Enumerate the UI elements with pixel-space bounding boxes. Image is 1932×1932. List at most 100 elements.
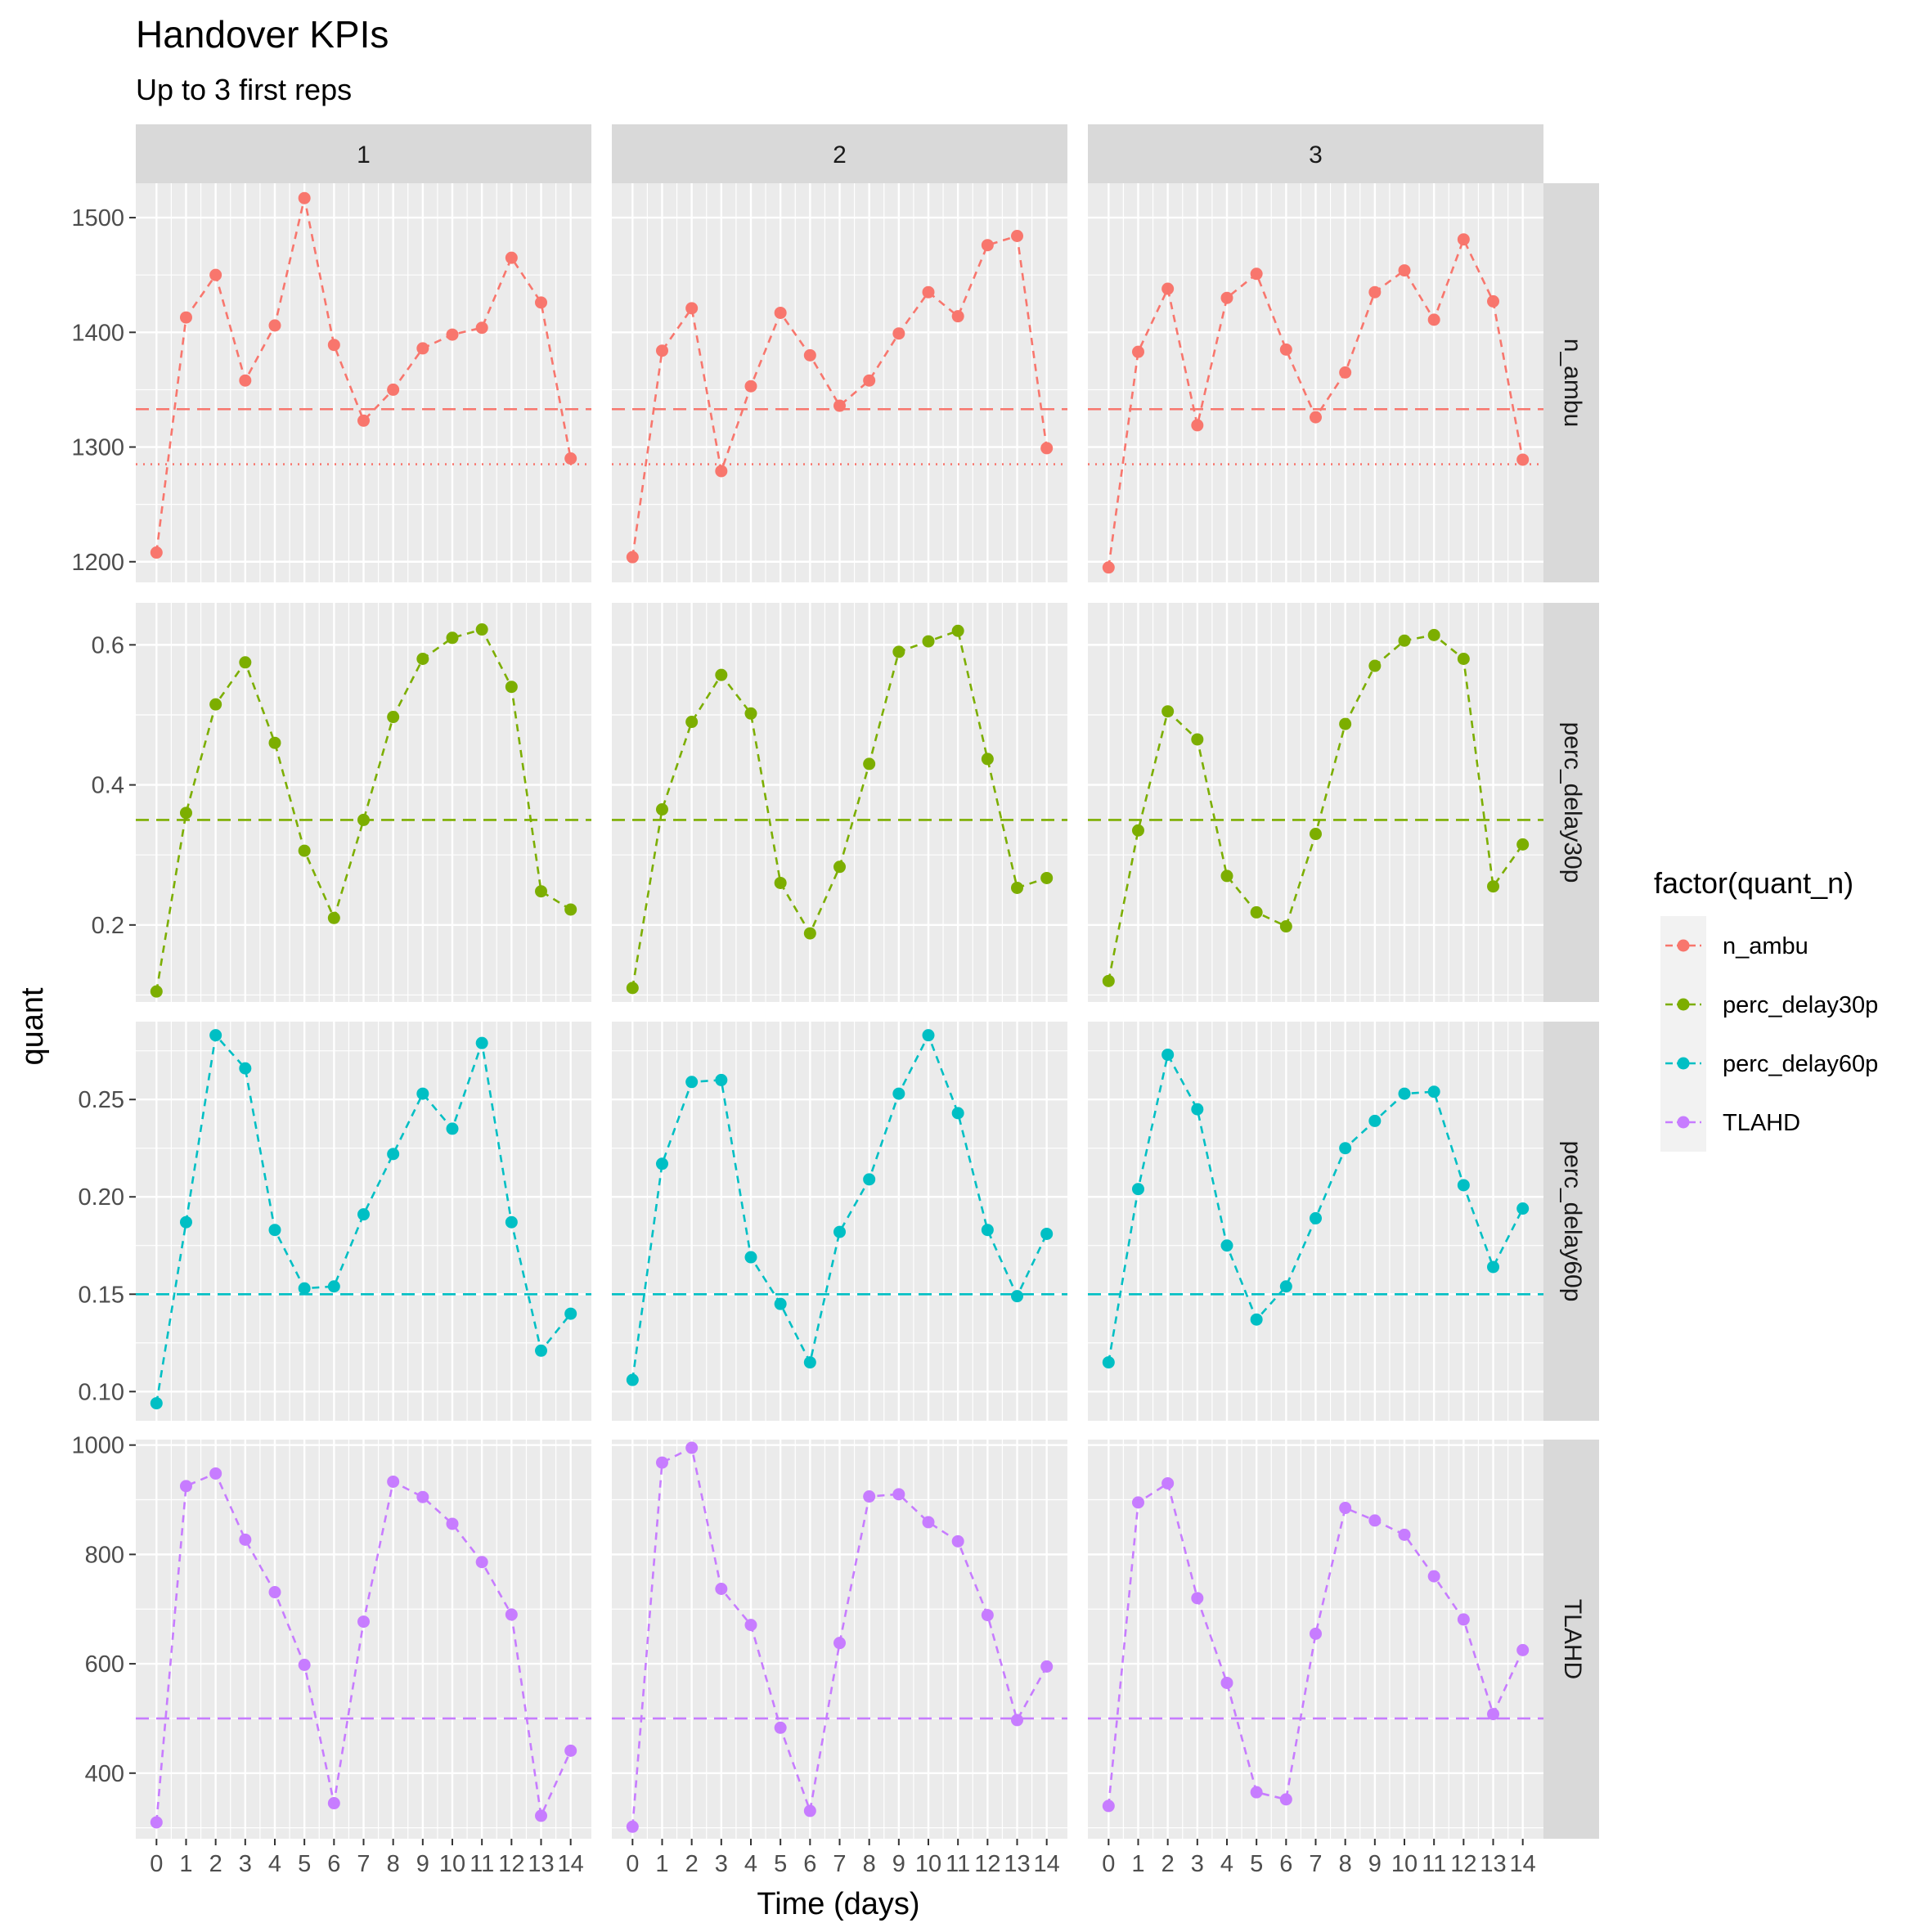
data-point <box>833 1637 846 1650</box>
data-point <box>179 806 192 820</box>
data-point <box>1131 1496 1144 1509</box>
data-point <box>1040 1660 1054 1673</box>
data-point <box>1191 419 1204 432</box>
data-point <box>475 1556 488 1569</box>
panel-perc_delay30p-rep3 <box>1088 603 1543 1002</box>
data-point <box>268 319 281 332</box>
x-tick-label: 2 <box>1161 1851 1175 1877</box>
x-tick-label: 1 <box>1131 1851 1144 1877</box>
data-point <box>626 550 639 564</box>
data-point <box>1102 561 1115 574</box>
data-point <box>1516 453 1530 466</box>
series-line-TLAHD <box>631 1446 1048 1827</box>
y-tick-label: 1200 <box>71 550 124 576</box>
data-point <box>446 1122 459 1135</box>
data-point <box>327 339 340 352</box>
data-point <box>922 1516 935 1529</box>
data-point <box>892 1087 905 1100</box>
data-point <box>1487 1708 1500 1721</box>
legend-item-label: n_ambu <box>1723 933 1808 959</box>
facet-strip-1 <box>136 124 591 183</box>
data-point <box>626 1820 639 1833</box>
y-tick-label: 800 <box>85 1542 124 1568</box>
x-tick-label: 10 <box>439 1851 465 1877</box>
data-point <box>1398 1528 1411 1541</box>
data-point <box>1220 291 1233 304</box>
y-tick-label: 0.6 <box>92 632 124 658</box>
x-tick-label: 1 <box>179 1851 192 1877</box>
data-point <box>1102 1356 1115 1369</box>
data-point <box>209 698 222 711</box>
data-point <box>239 374 252 387</box>
x-tick-label: 13 <box>528 1851 554 1877</box>
panel-perc_delay30p-rep2 <box>612 603 1067 1002</box>
facet-strip-label: 3 <box>1309 142 1323 168</box>
data-point <box>892 1488 905 1501</box>
legend: n_ambu perc_delay30p perc_delay60p TLAHD <box>1660 916 1878 1152</box>
panel-TLAHD-rep3 <box>1088 1440 1543 1839</box>
data-point <box>803 927 816 940</box>
data-point <box>1011 881 1024 894</box>
data-point <box>475 1036 488 1049</box>
facet-panels: 1 2 3n_ambu1200130014001500perc_delay30p0.… <box>71 124 1599 1877</box>
y-tick-label: 1300 <box>71 435 124 461</box>
row-strip-label: n_ambu <box>1559 339 1586 427</box>
data-point <box>833 399 846 412</box>
panel-n_ambu-rep3 <box>1088 183 1543 582</box>
x-tick-label: 5 <box>774 1851 787 1877</box>
row-strip-label: TLAHD <box>1559 1599 1586 1679</box>
chart-subtitle: Up to 3 first reps <box>136 73 352 106</box>
y-tick-label: 1400 <box>71 320 124 346</box>
x-tick-label: 4 <box>1220 1851 1233 1877</box>
legend-title: factor(quant_n) <box>1654 866 1853 900</box>
chart-title: Handover KPIs <box>136 13 389 56</box>
data-point <box>981 239 994 252</box>
row-strip-n_ambu <box>1543 183 1599 582</box>
data-point <box>774 1297 787 1310</box>
data-point <box>298 1282 311 1295</box>
data-point <box>685 302 699 315</box>
data-point <box>387 1148 400 1161</box>
data-point <box>951 310 964 323</box>
data-point <box>685 1441 699 1454</box>
data-point <box>564 903 577 916</box>
x-tick-label: 10 <box>915 1851 941 1877</box>
data-point <box>209 1029 222 1042</box>
data-point <box>416 1490 429 1503</box>
data-point <box>150 985 163 998</box>
data-point <box>150 1397 163 1410</box>
data-point <box>1161 1048 1175 1061</box>
x-tick-label: 9 <box>416 1851 429 1877</box>
data-point <box>298 1658 311 1671</box>
x-tick-label: 6 <box>327 1851 340 1877</box>
data-point <box>1368 285 1382 299</box>
data-point <box>535 1809 548 1822</box>
data-point <box>268 736 281 749</box>
data-point <box>535 885 548 898</box>
data-point <box>475 321 488 335</box>
x-tick-label: 1 <box>655 1851 668 1877</box>
data-point <box>863 374 876 387</box>
data-point <box>1279 1280 1292 1293</box>
x-tick-label: 10 <box>1391 1851 1418 1877</box>
data-point <box>1487 1260 1500 1274</box>
data-point <box>179 1215 192 1229</box>
data-point <box>744 1251 757 1264</box>
data-point <box>1040 871 1054 884</box>
row-strip-TLAHD <box>1543 1440 1599 1839</box>
data-point <box>1427 313 1440 326</box>
x-tick-label: 12 <box>974 1851 1000 1877</box>
x-tick-label: 2 <box>685 1851 699 1877</box>
data-point <box>922 1029 935 1042</box>
panel-n_ambu-rep1 <box>136 183 591 582</box>
legend-key-point <box>1677 939 1690 952</box>
data-point <box>239 656 252 669</box>
y-tick-label: 1500 <box>71 205 124 231</box>
data-point <box>981 1609 994 1622</box>
data-point <box>715 1582 728 1595</box>
series-line-n_ambu <box>631 234 1048 558</box>
data-point <box>951 624 964 637</box>
x-tick-label: 3 <box>1191 1851 1204 1877</box>
data-point <box>774 306 787 319</box>
panel-perc_delay30p-rep1 <box>136 603 591 1002</box>
